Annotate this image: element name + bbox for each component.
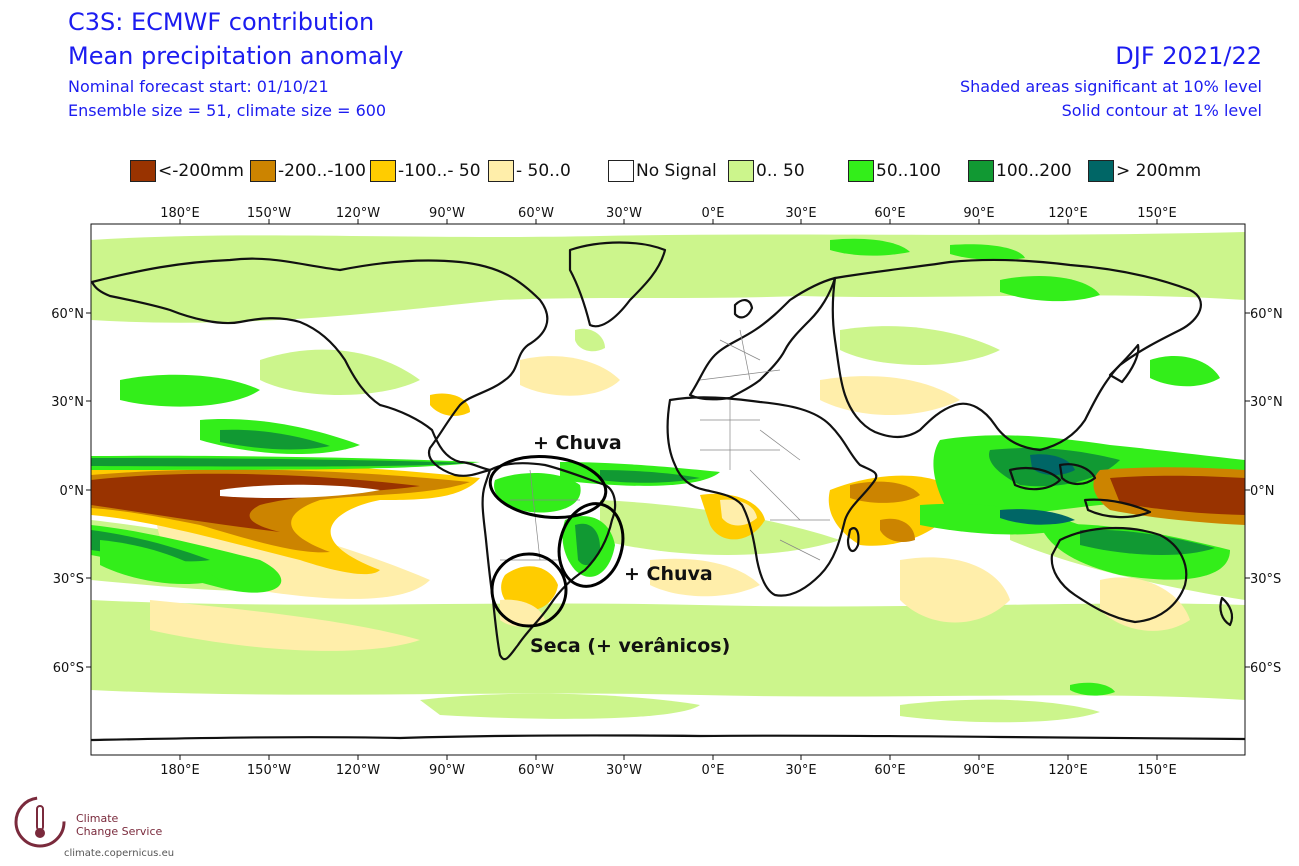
lon-tick-label: 30°W xyxy=(606,763,642,778)
lat-labels-left: 60°N 30°N 0°N 30°S 60°S xyxy=(51,307,84,676)
legend-swatch xyxy=(488,160,514,182)
lon-tick-label: 30°E xyxy=(785,206,816,221)
legend-item: 50..100 xyxy=(848,158,941,184)
axis-ticks xyxy=(86,219,1250,760)
thermometer-logo-icon xyxy=(14,796,66,848)
map-subtitle: Mean precipitation anomaly xyxy=(68,42,404,70)
legend-swatch xyxy=(968,160,994,182)
south-america-circle xyxy=(490,552,568,628)
lat-tick-label: 60°N xyxy=(1250,307,1283,322)
lon-tick-label: 60°W xyxy=(518,763,554,778)
legend-swatch xyxy=(848,160,874,182)
lat-tick-label: 30°N xyxy=(1250,395,1283,410)
lon-tick-label: 120°W xyxy=(336,763,380,778)
lon-tick-label: 180°E xyxy=(160,763,200,778)
lon-tick-label: 150°W xyxy=(247,763,291,778)
lat-labels-right: 60°N 30°N 0°N 30°S 60°S xyxy=(1250,307,1283,676)
legend-item: -200..-100 xyxy=(250,158,366,184)
legend-swatch xyxy=(250,160,276,182)
legend-label: <-200mm xyxy=(158,161,244,181)
lat-tick-label: 60°N xyxy=(51,307,84,322)
logo-line1: Climate xyxy=(76,812,119,825)
annotation-circles xyxy=(488,455,625,628)
lon-tick-label: 150°E xyxy=(1137,763,1177,778)
lon-tick-label: 0°E xyxy=(702,763,725,778)
lat-tick-label: 0°N xyxy=(1250,484,1275,499)
lon-tick-label: 60°E xyxy=(874,763,905,778)
legend-item: 100..200 xyxy=(968,158,1072,184)
logo-text: Climate Change Service xyxy=(76,812,162,838)
legend-item: > 200mm xyxy=(1088,158,1201,184)
lon-tick-label: 150°E xyxy=(1137,206,1177,221)
lon-tick-label: 90°E xyxy=(963,206,994,221)
lon-tick-label: 30°W xyxy=(606,206,642,221)
lon-tick-label: 60°W xyxy=(518,206,554,221)
annotation-south-south-america: Seca (+ verânicos) xyxy=(530,635,730,657)
legend-item: - 50..0 xyxy=(488,158,571,184)
logo-url: climate.copernicus.eu xyxy=(64,848,175,859)
lat-tick-label: 30°N xyxy=(51,395,84,410)
legend-label: 0.. 50 xyxy=(756,161,805,181)
ensemble-size: Ensemble size = 51, climate size = 600 xyxy=(68,101,387,120)
legend-label: -100..- 50 xyxy=(398,161,481,181)
legend-swatch xyxy=(608,160,634,182)
lon-tick-label: 90°W xyxy=(429,206,465,221)
anomaly-shading xyxy=(91,232,1245,755)
lon-tick-label: 90°W xyxy=(429,763,465,778)
lon-labels-bottom: 180°E 150°W 120°W 90°W 60°W 30°W 0°E 30°… xyxy=(160,763,1177,778)
legend-item: <-200mm xyxy=(130,158,244,184)
lon-tick-label: 0°E xyxy=(702,206,725,221)
season-label: DJF 2021/22 xyxy=(1115,42,1262,70)
significance-note: Shaded areas significant at 10% level xyxy=(959,77,1262,96)
legend-label: -200..-100 xyxy=(278,161,366,181)
copernicus-logo: Climate Change Service xyxy=(10,792,210,862)
legend-swatch xyxy=(1088,160,1114,182)
legend-label: > 200mm xyxy=(1116,161,1202,181)
color-legend: <-200mm -200..-100 -100..- 50 - 50..0 No… xyxy=(130,158,1230,184)
coastlines xyxy=(90,241,1246,742)
logo-line2: Change Service xyxy=(76,825,163,838)
lon-tick-label: 120°E xyxy=(1048,206,1088,221)
lon-tick-label: 60°E xyxy=(874,206,905,221)
forecast-start: Nominal forecast start: 01/10/21 xyxy=(68,77,329,96)
lon-tick-label: 90°E xyxy=(963,763,994,778)
legend-item: -100..- 50 xyxy=(370,158,481,184)
legend-label: 50..100 xyxy=(876,161,941,181)
lon-tick-label: 150°W xyxy=(247,206,291,221)
lon-tick-label: 120°W xyxy=(336,206,380,221)
contour-note: Solid contour at 1% level xyxy=(1061,101,1262,120)
lat-tick-label: 0°N xyxy=(60,484,85,499)
annotation-southeast-brazil: + Chuva xyxy=(624,563,713,585)
lon-tick-label: 120°E xyxy=(1048,763,1088,778)
lon-tick-label: 30°E xyxy=(785,763,816,778)
lat-tick-label: 30°S xyxy=(1250,572,1281,587)
legend-item: No Signal xyxy=(608,158,717,184)
legend-swatch xyxy=(130,160,156,182)
annotation-amazon: + Chuva xyxy=(533,432,622,454)
southeast-brazil-circle xyxy=(557,502,625,588)
legend-swatch xyxy=(370,160,396,182)
lat-tick-label: 60°S xyxy=(53,661,84,676)
amazon-circle xyxy=(488,455,608,519)
lon-tick-label: 180°E xyxy=(160,206,200,221)
lat-tick-label: 30°S xyxy=(53,572,84,587)
map-title: C3S: ECMWF contribution xyxy=(68,8,375,36)
legend-label: No Signal xyxy=(636,161,717,181)
legend-label: - 50..0 xyxy=(516,161,571,181)
legend-item: 0.. 50 xyxy=(728,158,805,184)
lat-tick-label: 60°S xyxy=(1250,661,1281,676)
legend-swatch xyxy=(728,160,754,182)
lon-labels-top: 180°E 150°W 120°W 90°W 60°W 30°W 0°E 30°… xyxy=(160,206,1177,221)
legend-label: 100..200 xyxy=(996,161,1072,181)
